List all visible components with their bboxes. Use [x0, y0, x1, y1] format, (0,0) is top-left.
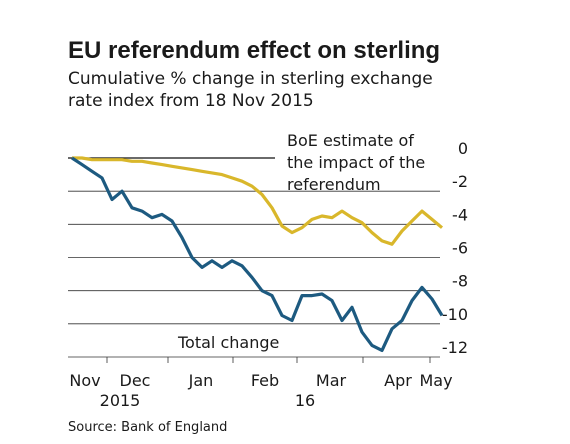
series-line	[71, 156, 444, 352]
y-tick-label: -10	[442, 305, 468, 324]
chart-title: EU referendum effect on sterling	[68, 37, 440, 64]
y-tick-label: -8	[452, 272, 468, 291]
subtitle: Cumulative % change in sterling exchange	[68, 69, 433, 89]
subtitle: rate index from 18 Nov 2015	[68, 91, 314, 111]
x-year-label: 16	[295, 391, 315, 410]
y-tick-label: -4	[452, 205, 468, 224]
series-line	[72, 156, 444, 246]
x-tick-label: Mar	[316, 371, 347, 390]
x-tick-label: Dec	[120, 371, 151, 390]
x-tick-label: Jan	[188, 371, 214, 390]
y-tick-label: -12	[442, 338, 468, 357]
y-tick-label: 0	[458, 139, 468, 158]
x-tick-label: Nov	[69, 371, 100, 390]
x-tick-label: Feb	[251, 371, 279, 390]
x-tick-label: Apr	[384, 371, 412, 390]
x-year-label: 2015	[100, 391, 141, 410]
annotation: Total change	[177, 333, 279, 352]
annotation: BoE estimate of	[287, 131, 414, 150]
annotation: the impact of the	[287, 153, 425, 172]
x-tick-label: May	[419, 371, 452, 390]
y-tick-label: -6	[452, 239, 468, 258]
annotation: referendum	[287, 175, 381, 194]
y-tick-label: -2	[452, 172, 468, 191]
source: Source: Bank of England	[68, 420, 227, 435]
